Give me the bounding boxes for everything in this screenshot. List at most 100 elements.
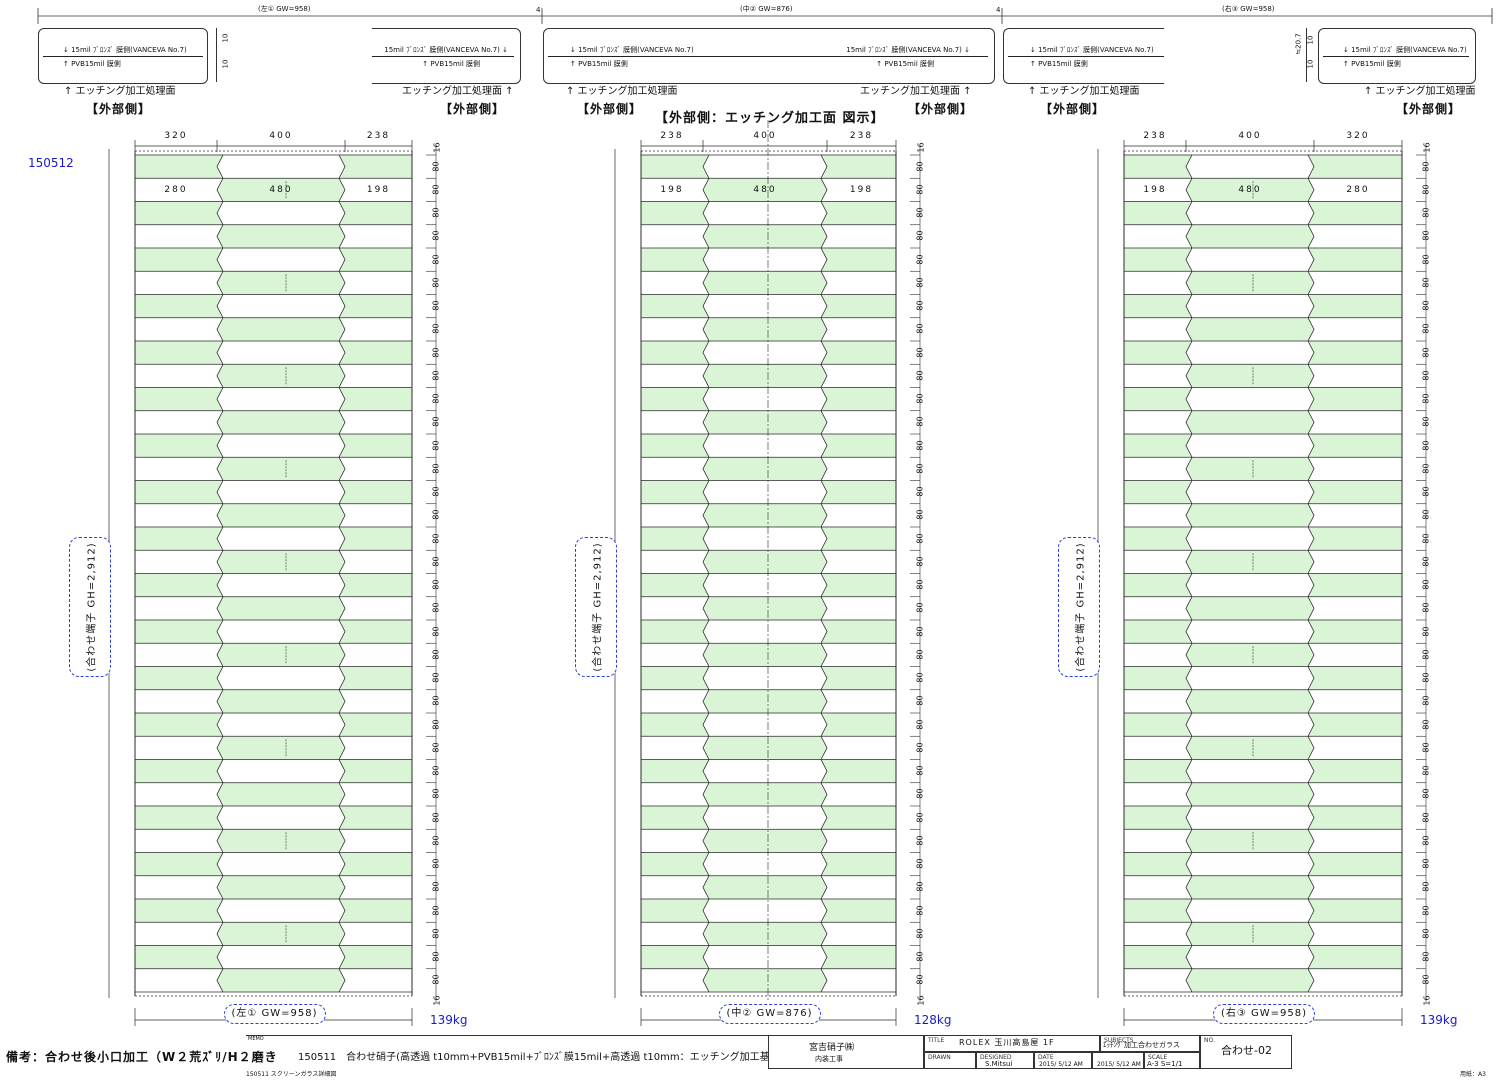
row-height-label: 80 xyxy=(915,858,925,869)
paper-size: 用紙：A3 xyxy=(1460,1071,1486,1078)
zigzag-left xyxy=(216,294,224,318)
etched-strip-right xyxy=(339,387,412,411)
zigzag-right xyxy=(820,201,828,225)
row-height-label: 80 xyxy=(1421,719,1431,730)
zigzag-left xyxy=(1185,340,1193,365)
zigzag-right xyxy=(820,178,828,202)
zigzag-right xyxy=(1307,712,1315,737)
row-height-label: 80 xyxy=(1421,370,1431,381)
etched-strip-right xyxy=(1308,573,1402,597)
zigzag-left xyxy=(1185,294,1193,318)
top-width-3: 320 xyxy=(1346,131,1370,141)
row-height-label: 80 xyxy=(1421,230,1431,241)
row-height-label: 80 xyxy=(1421,695,1431,706)
etched-strip-left xyxy=(641,806,709,830)
zigzag-left xyxy=(216,550,224,574)
etched-strip-right xyxy=(1308,341,1402,365)
zigzag-left xyxy=(216,387,224,411)
etched-band-center xyxy=(217,782,345,806)
row-height-label: 80 xyxy=(1421,184,1431,195)
zigzag-left xyxy=(216,759,224,783)
etched-strip-right xyxy=(1308,387,1402,411)
etched-strip-left xyxy=(135,759,223,783)
row-height-label: 80 xyxy=(431,928,441,939)
zigzag-right xyxy=(338,526,346,551)
subjects-label: SUBJECTS xyxy=(1104,1037,1134,1044)
zigzag-left xyxy=(216,898,224,923)
etched-strip-left xyxy=(641,759,709,783)
row-height-label: 80 xyxy=(1421,440,1431,451)
zigzag-right xyxy=(1307,596,1315,621)
zigzag-right xyxy=(820,224,828,249)
zigzag-left xyxy=(1185,596,1193,621)
etched-band-center xyxy=(1186,271,1314,295)
zigzag-right xyxy=(338,317,346,342)
row-height-label: 80 xyxy=(1421,393,1431,404)
etched-band-center xyxy=(1186,410,1314,434)
zigzag-left xyxy=(216,619,224,644)
zigzag-left xyxy=(216,875,224,900)
top-width-2: 400 xyxy=(269,131,293,141)
etched-strip-left xyxy=(1124,294,1192,318)
etched-band-center xyxy=(1186,968,1314,992)
zigzag-right xyxy=(338,364,346,388)
row-height-label: 80 xyxy=(915,672,925,683)
etched-strip-left xyxy=(1124,806,1192,830)
zigzag-left xyxy=(702,643,710,667)
etched-strip-right xyxy=(339,480,412,504)
row-width-1: 280 xyxy=(164,185,188,196)
zigzag-left xyxy=(216,712,224,737)
row-width-2: 480 xyxy=(269,185,293,196)
etched-band-center xyxy=(1186,178,1314,202)
etched-strip-right xyxy=(1308,945,1402,969)
etched-strip-right xyxy=(1308,899,1402,923)
etched-band-center xyxy=(1186,829,1314,853)
row-height-label: 80 xyxy=(431,254,441,265)
legend-right: ↓ 15mil ﾌﾞﾛﾝｽﾞ 膜側(VANCEVA No.7) ↑ PVB15m… xyxy=(1003,28,1164,84)
zigzag-left xyxy=(702,945,710,969)
etched-strip-left xyxy=(641,852,709,876)
etched-strip-left xyxy=(135,201,223,225)
top-width-2: 400 xyxy=(753,131,777,141)
zigzag-right xyxy=(1307,178,1315,202)
zigzag-right xyxy=(820,619,828,644)
zigzag-right xyxy=(1307,457,1315,481)
row-height-label: 80 xyxy=(431,161,441,172)
zigzag-left xyxy=(702,480,710,504)
etched-band-center xyxy=(1186,875,1314,899)
zigzag-right xyxy=(1307,619,1315,644)
zigzag-left xyxy=(702,596,710,621)
row-height-label: 80 xyxy=(915,974,925,985)
etched-strip-right xyxy=(821,713,896,737)
bottom-width-label: (中② GW=876) xyxy=(718,1004,821,1024)
zigzag-right xyxy=(820,433,828,458)
etched-strip-left xyxy=(135,387,223,411)
etched-strip-left xyxy=(135,620,223,644)
etched-band-center xyxy=(1186,643,1314,667)
zigzag-right xyxy=(1307,782,1315,807)
zigzag-left xyxy=(216,224,224,249)
row-width-2: 480 xyxy=(753,185,777,196)
reference: 150511 スクリーンガラス詳細図 xyxy=(246,1071,337,1078)
row-height-label: 80 xyxy=(1421,742,1431,753)
zigzag-left xyxy=(1185,154,1193,179)
side-label-right-l: 【外部側】 xyxy=(1040,102,1106,116)
etched-strip-right xyxy=(339,852,412,876)
etched-strip-left xyxy=(641,434,709,458)
zigzag-right xyxy=(820,922,828,946)
etched-strip-left xyxy=(1124,852,1192,876)
zigzag-left xyxy=(1185,852,1193,876)
zigzag-left xyxy=(216,852,224,876)
row-height-label: 80 xyxy=(431,533,441,544)
row-height-label: 80 xyxy=(915,509,925,520)
etched-band-center xyxy=(217,178,345,202)
no-label: NO. xyxy=(1204,1037,1215,1044)
legend-bottom-text-r: ↑ PVB15mil 膜側 xyxy=(876,60,934,68)
row-height-label: 80 xyxy=(1421,300,1431,311)
zigzag-left xyxy=(1185,898,1193,923)
zigzag-right xyxy=(1307,340,1315,365)
zigzag-left xyxy=(1185,503,1193,528)
top-dim-right: (右③ GW=958) xyxy=(1222,5,1275,13)
etched-strip-left xyxy=(641,899,709,923)
etched-band-center xyxy=(703,596,827,620)
